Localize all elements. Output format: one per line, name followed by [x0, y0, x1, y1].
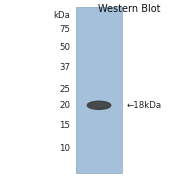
Text: 75: 75 — [59, 25, 70, 34]
Text: 10: 10 — [59, 144, 70, 153]
Text: ←18kDa: ←18kDa — [127, 101, 162, 110]
Text: 50: 50 — [59, 43, 70, 52]
Bar — [76, 7, 122, 173]
Text: Western Blot: Western Blot — [98, 4, 161, 15]
Text: 20: 20 — [59, 101, 70, 110]
Text: 25: 25 — [59, 85, 70, 94]
Text: 37: 37 — [59, 63, 70, 72]
Bar — [77, 7, 121, 173]
Text: 15: 15 — [59, 121, 70, 130]
Text: kDa: kDa — [53, 11, 70, 20]
Ellipse shape — [87, 101, 111, 109]
